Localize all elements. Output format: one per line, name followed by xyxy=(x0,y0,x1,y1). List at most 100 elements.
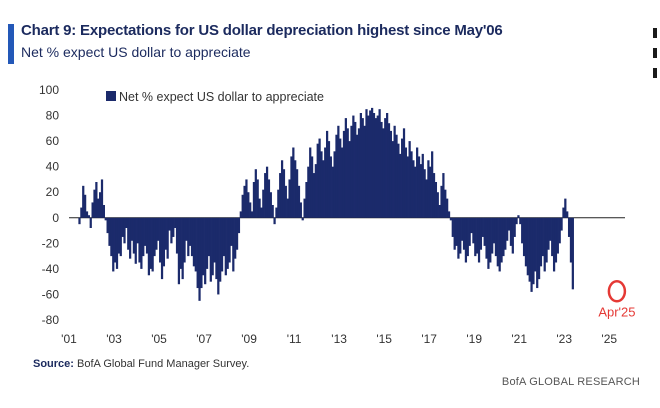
bar xyxy=(339,138,342,218)
bar xyxy=(348,141,351,218)
bar xyxy=(384,118,387,218)
bar xyxy=(462,217,466,250)
x-tick-label: '21 xyxy=(511,332,527,346)
bar xyxy=(275,207,278,218)
bar xyxy=(509,217,513,246)
bar xyxy=(389,130,392,218)
bar xyxy=(277,189,280,218)
bar xyxy=(219,217,222,282)
bar xyxy=(82,185,85,218)
bar xyxy=(187,217,190,257)
bar xyxy=(543,217,546,272)
bar xyxy=(569,217,573,263)
bar xyxy=(196,217,199,289)
bar xyxy=(168,217,171,231)
bar-series xyxy=(78,107,574,301)
bar xyxy=(78,217,81,225)
bar xyxy=(444,189,447,218)
y-tick-label: -80 xyxy=(42,313,60,327)
bar xyxy=(130,217,134,241)
bar xyxy=(209,217,212,282)
x-tick-label: '13 xyxy=(331,332,347,346)
bar xyxy=(185,217,188,241)
bar xyxy=(155,217,158,250)
bar xyxy=(230,217,233,246)
y-tick-label: -40 xyxy=(42,262,60,276)
bar xyxy=(179,217,182,269)
bar xyxy=(192,217,196,267)
bar xyxy=(489,217,492,263)
bar xyxy=(564,198,567,218)
bar xyxy=(217,217,220,295)
x-tick-label: '05 xyxy=(151,332,167,346)
bar xyxy=(235,217,239,250)
bar xyxy=(127,217,130,250)
bar xyxy=(395,134,398,218)
bar xyxy=(181,217,184,280)
bar xyxy=(416,147,419,218)
bar xyxy=(440,185,443,218)
bar xyxy=(521,217,524,244)
bar xyxy=(421,153,424,218)
bar xyxy=(121,217,124,237)
bar xyxy=(399,153,402,218)
bar xyxy=(269,192,272,218)
bar xyxy=(423,169,426,218)
annotation-circle xyxy=(607,280,627,303)
bar xyxy=(303,198,306,218)
y-tick-label: 0 xyxy=(52,211,59,225)
bar xyxy=(500,217,503,263)
bar xyxy=(346,128,349,218)
bar xyxy=(554,217,558,263)
y-tick-label: 80 xyxy=(46,109,60,123)
bar xyxy=(307,166,310,218)
bar xyxy=(549,217,552,241)
bar xyxy=(427,160,430,218)
bar xyxy=(267,179,271,218)
bar xyxy=(132,217,136,254)
x-tick-label: '23 xyxy=(556,332,572,346)
bar xyxy=(551,217,554,257)
bar xyxy=(84,194,87,218)
bar xyxy=(526,217,529,276)
bar xyxy=(567,217,571,237)
bar xyxy=(189,217,192,246)
bar xyxy=(297,185,301,218)
bar xyxy=(327,141,331,218)
bar xyxy=(157,217,160,241)
bar xyxy=(262,189,265,218)
bar xyxy=(125,217,128,228)
bar xyxy=(292,147,295,218)
bar xyxy=(162,217,166,267)
bar xyxy=(174,217,177,228)
bar xyxy=(532,217,535,285)
y-tick-label: 100 xyxy=(39,83,59,97)
bar xyxy=(485,217,488,259)
bar xyxy=(228,217,231,263)
bar xyxy=(149,217,152,269)
bar xyxy=(341,147,344,218)
bar xyxy=(369,110,372,218)
bar xyxy=(511,217,514,254)
bar xyxy=(506,217,509,241)
bar xyxy=(479,217,483,250)
bar xyxy=(571,217,574,290)
bar xyxy=(260,207,263,218)
bar xyxy=(312,173,316,218)
bar xyxy=(453,217,456,250)
bar xyxy=(110,217,113,257)
bar xyxy=(517,215,520,218)
bar xyxy=(241,194,244,218)
legend-swatch xyxy=(106,91,116,101)
annotation: Apr'25 xyxy=(598,280,635,319)
bar xyxy=(136,217,139,244)
bar xyxy=(232,217,235,272)
bar xyxy=(472,217,475,244)
bar xyxy=(147,217,151,276)
bar xyxy=(286,198,289,218)
y-tick-label: 20 xyxy=(46,185,60,199)
bar xyxy=(361,118,364,218)
bar xyxy=(294,160,297,218)
bar xyxy=(331,166,334,218)
bar xyxy=(335,134,338,218)
